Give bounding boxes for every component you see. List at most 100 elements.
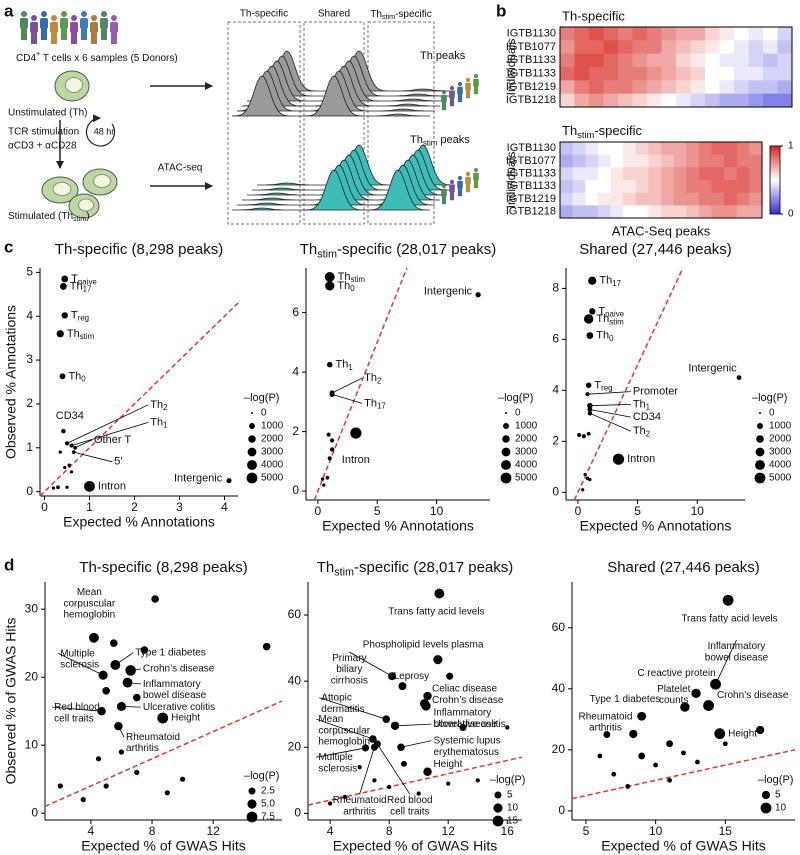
point-label: Rheumatoid arthritis [126,732,180,754]
point-label: Th2 [633,425,650,438]
heatmap-cell [686,142,700,156]
heatmap-cell [686,180,700,194]
point [423,691,432,701]
diagram-text: Th peaks [420,50,466,62]
heatmap-cell [572,205,586,219]
person-body [473,78,479,87]
text-part: Th [70,280,83,292]
heatmap-cell [623,142,637,156]
point-label: CD34 [56,410,84,422]
point [327,456,332,461]
heatmap-cell [632,53,648,68]
legend-marker [247,460,257,470]
heatmap-cell [661,167,675,181]
point [691,688,701,699]
heatmap-cell [661,67,677,81]
person-legs [41,29,47,40]
person-head [21,11,27,17]
point [714,728,726,740]
heatmap-cell [661,142,675,156]
heatmap-cell [748,40,764,55]
heatmap-cell [610,154,624,168]
dashed-box [303,21,365,225]
point [736,375,742,381]
legend-label: 5.0 [261,799,275,810]
point [61,428,66,434]
point [475,778,480,783]
point-label: Rheumatoid arthritis [333,795,387,817]
person-legs [473,86,479,95]
person-legs [21,29,27,40]
point [588,477,592,482]
text-line: cirrhosis [331,675,368,686]
person-body [441,188,447,197]
y-tick-label: 0 [26,484,33,498]
heatmap-cell [724,192,738,206]
y-tick-label: 10 [25,737,39,751]
heatmap-cell [711,154,725,168]
heatmap-cell [603,40,619,55]
heatmap-cell [603,67,619,81]
row-label: IGTB1219 [506,193,556,205]
text-part: 2 [646,430,650,439]
heatmap-cell [632,93,648,108]
heatmap-cell [734,93,749,108]
heatmap-cell [560,180,574,194]
point [63,465,67,470]
point-label: Ulcerative colitis [433,719,505,730]
person-legs [465,184,471,193]
point [67,463,72,468]
heatmap-cell [574,53,590,68]
heatmap-cell [610,205,624,219]
legend-label: 2000 [769,434,792,445]
person-head [111,15,117,21]
dashed-box [227,21,301,225]
point [65,485,69,489]
leader-line [118,725,125,738]
legend-marker [761,790,771,800]
peak-track [231,75,430,117]
point-label: Crohn’s disease [143,664,215,675]
x-tick-label: 10 [649,824,663,838]
legend-label: 0 [261,408,267,419]
leader-line [58,653,104,676]
leader-line [395,723,432,727]
heatmap-cell [585,192,599,206]
heatmap-cell [661,40,677,55]
text-part: stim [73,214,86,223]
heatmap-cell [623,192,637,206]
peak-track [232,169,430,211]
legend-label: 5 [775,790,781,801]
point-label: C reactive protein [637,668,715,679]
text-part: Th [338,271,351,283]
point-label: Red blood cell traits [387,795,433,817]
row-label: IGTB1133 [507,68,556,80]
text-line: Mean [77,587,102,598]
legend-label: 10 [507,803,519,814]
heatmap-cell [686,167,700,181]
person-body [457,86,463,95]
heatmap-cell [635,167,649,181]
point-label: Ulcerative colitis [143,702,215,713]
heatmap-cell [589,53,604,68]
text-part: Stimulated (Th [8,211,73,222]
chart-title: Shared (27,446 peaks) [579,241,732,258]
person-head [81,11,87,17]
text-part: Th [410,134,423,146]
heatmap-cell [777,27,793,41]
y-tick-label: 60 [552,620,566,634]
heatmap-cell [698,180,712,194]
heatmap-cell [763,27,778,41]
x-tick-label: 0 [41,500,48,514]
text-part: -specific (28,017 peaks) [337,241,496,258]
nucleus [78,198,94,212]
point [583,314,594,324]
legend-label: 4000 [261,460,284,471]
person-body [457,180,463,189]
x-tick-label: 3 [176,500,183,514]
heatmap-cell [597,167,611,181]
heatmap-cell [749,154,763,168]
x-tick-label: 16 [501,824,515,838]
nucleus [52,182,72,196]
text-line: Primary [332,653,366,664]
